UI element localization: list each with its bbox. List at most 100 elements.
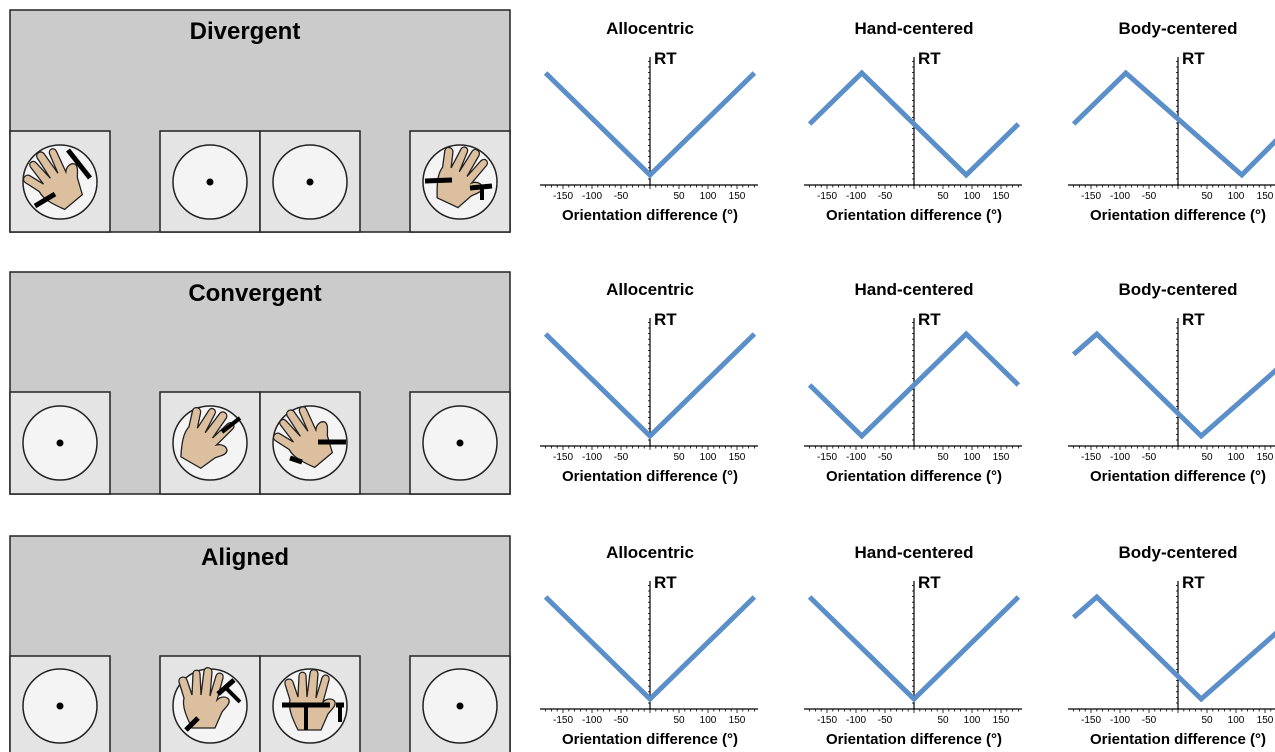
slot-2	[159, 130, 261, 233]
slot-3	[259, 130, 361, 233]
rt-series-line	[1071, 330, 1275, 440]
fixation-dot	[306, 178, 314, 186]
fixation-dot	[56, 702, 64, 710]
x-tick-label: 50	[1201, 715, 1213, 726]
x-tick-label: -100	[582, 191, 602, 202]
x-tick-label: -100	[846, 715, 866, 726]
orientation-bar	[184, 716, 200, 732]
y-axis-label: RT	[918, 573, 941, 592]
x-tick-label: -150	[1081, 191, 1101, 202]
x-tick-label: 100	[1228, 191, 1245, 202]
rt-chart: Allocentric RT -150 -100 -50 50 100 150 Orientat…	[540, 280, 758, 485]
rt-chart: Hand-centered RT -150 -100 -50 50 100 150 Orient…	[804, 280, 1022, 485]
x-tick-label: -100	[1110, 452, 1130, 463]
fixation-dot	[456, 702, 464, 710]
x-tick-label: -100	[582, 452, 602, 463]
rt-series-line	[1071, 593, 1275, 703]
slot-2	[159, 391, 261, 495]
rt-chart: Body-centered RT -150 -100 -50 50 100 150 Orient…	[1068, 19, 1275, 224]
rt-charts: Allocentric RT -150 -100 -50 50 100 150 Orientat…	[540, 19, 1275, 748]
x-tick-label: -50	[614, 715, 629, 726]
x-axis-label: Orientation difference (°)	[826, 731, 1002, 748]
slot-4	[409, 655, 511, 752]
panel-convergent: Convergent	[9, 271, 511, 495]
x-tick-label: -150	[553, 191, 573, 202]
x-tick-label: -100	[582, 715, 602, 726]
slot-1	[9, 391, 111, 495]
x-axis-label: Orientation difference (°)	[826, 207, 1002, 224]
y-axis-label: RT	[918, 49, 941, 68]
panel-title: Divergent	[190, 18, 301, 45]
orientation-bar	[469, 183, 493, 191]
x-tick-label: 50	[673, 715, 685, 726]
x-tick-label: 50	[1201, 191, 1213, 202]
x-tick-label: 150	[729, 191, 746, 202]
panel-title: Convergent	[188, 280, 321, 307]
orientation-bar	[220, 416, 242, 434]
fixation-dot	[206, 178, 214, 186]
x-tick-label: -50	[878, 715, 893, 726]
panel-divergent: Divergent	[9, 9, 511, 233]
x-axis-label: Orientation difference (°)	[562, 207, 738, 224]
x-tick-label: -150	[553, 715, 573, 726]
fixation-dot	[456, 439, 464, 447]
x-tick-label: -50	[878, 452, 893, 463]
x-axis-label: Orientation difference (°)	[826, 468, 1002, 485]
x-tick-label: -100	[1110, 191, 1130, 202]
x-tick-label: -50	[1142, 715, 1157, 726]
x-tick-label: -50	[614, 452, 629, 463]
orientation-bar	[424, 177, 453, 184]
x-tick-label: -150	[1081, 452, 1101, 463]
x-tick-label: -150	[1081, 715, 1101, 726]
fixation-dot	[56, 439, 64, 447]
chart-title: Body-centered	[1118, 543, 1237, 562]
orientation-bar	[33, 191, 57, 209]
x-tick-label: 100	[700, 191, 717, 202]
panel-aligned: Aligned	[9, 535, 511, 752]
x-axis-label: Orientation difference (°)	[1090, 468, 1266, 485]
x-axis-label: Orientation difference (°)	[562, 468, 738, 485]
rt-series-line	[807, 69, 1021, 179]
rt-series-line	[543, 595, 757, 703]
rt-chart: Body-centered RT -150 -100 -50 50 100 150 Orient…	[1068, 543, 1275, 748]
x-tick-label: -150	[553, 452, 573, 463]
x-tick-label: -50	[614, 191, 629, 202]
chart-title: Body-centered	[1118, 19, 1237, 38]
x-tick-label: -50	[878, 191, 893, 202]
rt-chart: Allocentric RT -150 -100 -50 50 100 150 Orientat…	[540, 543, 758, 748]
x-tick-label: 100	[964, 191, 981, 202]
x-tick-label: 100	[700, 715, 717, 726]
x-axis-label: Orientation difference (°)	[1090, 207, 1266, 224]
y-axis-label: RT	[654, 573, 677, 592]
x-tick-label: 150	[1257, 452, 1274, 463]
rt-series-line	[807, 595, 1021, 703]
x-tick-label: 150	[1257, 715, 1274, 726]
x-tick-label: 150	[993, 191, 1010, 202]
orientation-bar	[66, 148, 92, 180]
chart-title: Allocentric	[606, 19, 694, 38]
x-axis-label: Orientation difference (°)	[1090, 731, 1266, 748]
y-axis-label: RT	[1182, 573, 1205, 592]
x-axis-label: Orientation difference (°)	[562, 731, 738, 748]
x-tick-label: -150	[817, 452, 837, 463]
x-tick-label: 150	[729, 452, 746, 463]
chart-title: Allocentric	[606, 543, 694, 562]
x-tick-label: 150	[1257, 191, 1274, 202]
slot-1	[9, 655, 111, 752]
x-tick-label: 100	[700, 452, 717, 463]
slot-4	[409, 130, 511, 233]
rt-chart: Hand-centered RT -150 -100 -50 50 100 150 Orient…	[804, 19, 1022, 224]
x-tick-label: 100	[964, 715, 981, 726]
slot-3	[259, 391, 361, 495]
x-tick-label: 50	[673, 452, 685, 463]
orientation-bar	[216, 678, 236, 696]
slot-1	[9, 130, 111, 233]
y-axis-label: RT	[654, 310, 677, 329]
rt-chart: Hand-centered RT -150 -100 -50 50 100 150 Orient…	[804, 543, 1022, 748]
y-axis-label: RT	[918, 310, 941, 329]
orientation-bar	[224, 686, 242, 704]
x-tick-label: 50	[1201, 452, 1213, 463]
x-tick-label: 50	[937, 452, 949, 463]
y-axis-label: RT	[1182, 49, 1205, 68]
